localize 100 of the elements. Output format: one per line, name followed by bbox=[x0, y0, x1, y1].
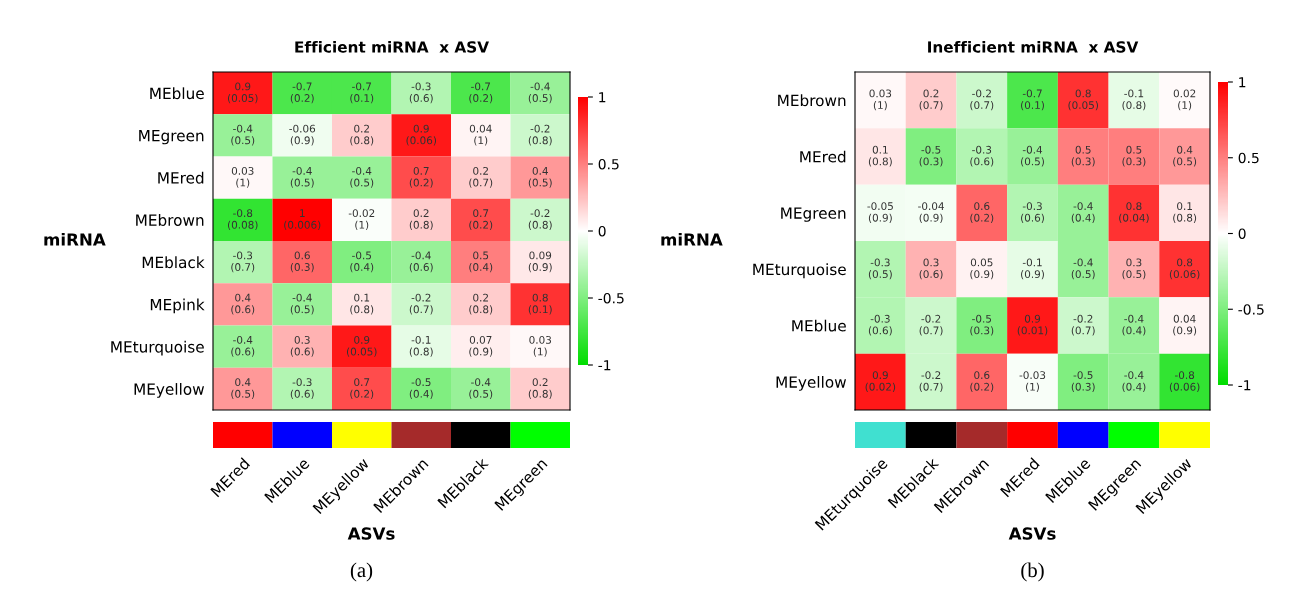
data-label: -0.4 (0.5) bbox=[1071, 258, 1095, 280]
data-label: 0.4 (0.5) bbox=[231, 378, 255, 399]
data-label: 0.5 (0.3) bbox=[1122, 145, 1146, 167]
data-label: 0.04 (1) bbox=[469, 124, 492, 146]
data-label: -0.4 (0.5) bbox=[231, 124, 255, 146]
data-label: -0.03 (1) bbox=[1019, 371, 1046, 392]
data-label: 0.1 (0.8) bbox=[868, 145, 892, 167]
color-bar-label: 1 bbox=[599, 92, 606, 103]
data-label: 0.6 (0.3) bbox=[290, 251, 314, 273]
data-label: -0.4 (0.4) bbox=[1122, 314, 1146, 336]
data-label: -0.2 (0.8) bbox=[528, 124, 552, 146]
color-bar-label: 0 bbox=[598, 225, 606, 237]
data-label: 0.4 (0.5) bbox=[528, 166, 552, 188]
data-label: -0.1 (0.9) bbox=[1021, 258, 1044, 280]
data-label: 0.4 (0.6) bbox=[231, 293, 255, 315]
data-label: 0.2 (0.8) bbox=[528, 378, 552, 399]
data-label: -0.2 (0.8) bbox=[528, 209, 552, 230]
data-label: -0.2 (0.7) bbox=[919, 314, 943, 336]
data-label: -0.3 (0.6) bbox=[868, 314, 892, 336]
data-label: -0.4 (0.5) bbox=[290, 293, 314, 315]
data-label: -0.8 (0.06) bbox=[1169, 371, 1200, 392]
data-label: -0.7 (0.1) bbox=[1021, 89, 1044, 111]
data-label: 0.8 (0.04) bbox=[1119, 202, 1149, 223]
data-label: -0.7 (0.1) bbox=[350, 82, 374, 104]
y-tick-label: MEturquoise bbox=[753, 263, 846, 279]
x-axis-title: ASVs bbox=[347, 527, 395, 540]
data-label: 0.8 (0.1) bbox=[528, 293, 552, 315]
data-label: 0.9 (0.06) bbox=[406, 124, 437, 146]
data-label: -0.2 (0.7) bbox=[409, 293, 433, 315]
data-label: 0.9 (0.02) bbox=[865, 371, 896, 392]
color-bar-label: 1 bbox=[1239, 77, 1246, 88]
data-label: 0.03 (1) bbox=[869, 89, 892, 111]
data-label: -0.05 (0.9) bbox=[867, 202, 893, 223]
data-label: -0.3 (0.7) bbox=[231, 251, 255, 273]
data-label: -0.5 (0.3) bbox=[919, 145, 943, 167]
data-label: 0.3 (0.5) bbox=[1122, 258, 1146, 280]
data-label: -0.4 (0.5) bbox=[350, 166, 374, 188]
data-label: 0.9 (0.05) bbox=[227, 82, 258, 104]
data-label: 0.6 (0.2) bbox=[970, 202, 994, 223]
y-tick-label: MEred bbox=[158, 171, 204, 184]
data-label: -0.3 (0.6) bbox=[290, 378, 314, 399]
data-label: 0.4 (0.5) bbox=[1173, 145, 1197, 167]
data-label: -0.3 (0.5) bbox=[868, 258, 892, 280]
y-axis-title: miRNA bbox=[44, 232, 106, 246]
data-label: 0.5 (0.3) bbox=[1071, 145, 1095, 167]
y-tick-label: MEpink bbox=[150, 298, 205, 314]
data-label: 0.7 (0.2) bbox=[409, 166, 433, 188]
color-bar-label: -1 bbox=[1238, 380, 1251, 391]
data-label: 0.7 (0.2) bbox=[350, 378, 374, 399]
data-label: -0.8 (0.08) bbox=[227, 209, 258, 230]
x-axis-title: ASVs bbox=[1008, 527, 1056, 540]
data-label: -0.5 (0.3) bbox=[970, 314, 994, 336]
color-bar-label: 0 bbox=[1238, 228, 1246, 239]
text: (b) bbox=[1021, 562, 1044, 582]
y-tick-label: MEyellow bbox=[776, 376, 847, 391]
data-label: -0.3 (0.6) bbox=[1021, 202, 1044, 223]
text: (a) bbox=[350, 562, 373, 582]
data-label: -0.2 (0.7) bbox=[919, 371, 943, 392]
data-label: 0.03 (1) bbox=[231, 166, 254, 188]
y-tick-label: MEbrown bbox=[778, 94, 846, 107]
data-label: 0.2 (0.7) bbox=[919, 89, 943, 111]
data-label: -0.02 (1) bbox=[348, 209, 375, 230]
data-label: -0.1 (0.8) bbox=[1122, 89, 1146, 111]
data-label: 0.07 (0.9) bbox=[469, 335, 493, 357]
data-label: 0.1 (0.8) bbox=[350, 293, 374, 315]
y-tick-label: MEblue bbox=[150, 87, 204, 100]
color-bar-label: -1 bbox=[598, 360, 611, 371]
data-label: -0.3 (0.6) bbox=[409, 82, 433, 104]
data-label: -0.5 (0.4) bbox=[350, 251, 374, 273]
data-label: 0.1 (0.8) bbox=[1173, 202, 1197, 223]
y-tick-label: MEgreen bbox=[139, 130, 204, 145]
y-axis-title: miRNA bbox=[661, 232, 723, 246]
data-label: 0.2 (0.7) bbox=[469, 166, 493, 188]
data-label: -0.4 (0.4) bbox=[1071, 202, 1095, 223]
y-tick-label: MEred bbox=[800, 150, 846, 163]
data-label: 0.9 (0.01) bbox=[1017, 314, 1048, 336]
data-label: 0.8 (0.05) bbox=[1068, 89, 1098, 111]
data-label: -0.4 (0.5) bbox=[1021, 145, 1044, 167]
y-tick-label: MEgreen bbox=[781, 207, 846, 222]
data-label: 0.09 (0.9) bbox=[528, 251, 552, 273]
data-label: 0.2 (0.8) bbox=[469, 293, 493, 315]
chart-title: Inefficient miRNA x ASV bbox=[928, 40, 1139, 53]
color-bar-label: 0.5 bbox=[1238, 152, 1259, 164]
data-label: -0.4 (0.6) bbox=[409, 251, 433, 273]
data-label: -0.06 (0.9) bbox=[289, 124, 316, 146]
data-label: -0.4 (0.5) bbox=[528, 82, 552, 104]
data-label: -0.4 (0.5) bbox=[290, 166, 314, 188]
data-label: -0.2 (0.7) bbox=[1071, 314, 1095, 336]
data-label: 1 (0.006) bbox=[284, 209, 321, 230]
color-bar-label: -0.5 bbox=[598, 292, 624, 304]
data-label: 0.2 (0.8) bbox=[409, 209, 433, 230]
data-label: -0.4 (0.6) bbox=[231, 335, 255, 357]
color-bar-label: -0.5 bbox=[1238, 304, 1264, 315]
y-tick-label: MEblack bbox=[142, 256, 205, 269]
data-label: -0.4 (0.5) bbox=[469, 378, 493, 399]
data-label: -0.7 (0.2) bbox=[290, 82, 314, 104]
data-label: 0.3 (0.6) bbox=[290, 335, 314, 357]
y-tick-label: MEblue bbox=[792, 319, 846, 332]
data-label: 0.2 (0.8) bbox=[350, 124, 374, 146]
data-label: 0.6 (0.2) bbox=[970, 371, 994, 392]
